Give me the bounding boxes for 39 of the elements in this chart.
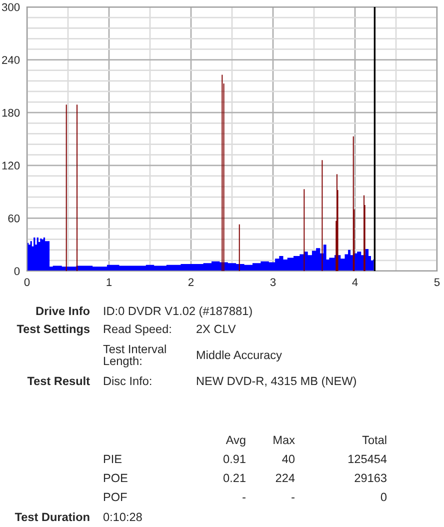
text: Test Interval Length: <box>103 344 166 368</box>
text: PIE <box>104 454 122 464</box>
x-tick-label: 1 <box>106 278 112 286</box>
text: Max <box>274 436 295 444</box>
text: 0:10:28 <box>103 512 142 522</box>
text: 0.91 <box>223 454 246 464</box>
text: 125454 <box>348 454 387 464</box>
text: Test Settings <box>16 324 90 336</box>
text: 40 <box>282 454 295 464</box>
text: Total <box>362 435 386 444</box>
x-tick-label: 0 <box>24 278 30 286</box>
x-tick-label: 4 <box>352 278 358 286</box>
y-tick-label: 180 <box>2 108 20 117</box>
y-tick-label: 60 <box>8 214 20 222</box>
text: 0.21 <box>223 474 246 482</box>
x-tick-label: 2 <box>188 278 194 286</box>
text: POE <box>104 474 128 482</box>
text: ID:0 DVDR V1.02 (#187881) <box>104 306 252 318</box>
text: 0 <box>380 492 387 502</box>
x-tick-label: 3 <box>270 278 276 286</box>
text: POF <box>104 492 127 502</box>
y-tick-label: 0 <box>14 267 20 276</box>
text: Test Result <box>27 376 90 386</box>
text: Middle Accuracy <box>196 350 282 362</box>
text: Disc Info: <box>104 376 152 386</box>
text: 29163 <box>354 474 386 482</box>
x-tick-label: 5 <box>434 278 440 286</box>
text: - <box>292 497 294 498</box>
y-tick-label: 120 <box>2 162 20 170</box>
y-tick-label: 240 <box>2 56 20 64</box>
text: NEW DVD-R, 4315 MB (NEW) <box>196 376 356 388</box>
text: Read Speed: <box>104 324 171 336</box>
text: 224 <box>276 474 295 482</box>
text: - <box>242 497 246 498</box>
text: Avg <box>226 436 246 447</box>
y-tick-label: 300 <box>2 3 20 12</box>
text: Test Duration <box>14 512 90 522</box>
text: Drive Info <box>36 306 90 316</box>
text: 2X CLV <box>196 324 236 334</box>
